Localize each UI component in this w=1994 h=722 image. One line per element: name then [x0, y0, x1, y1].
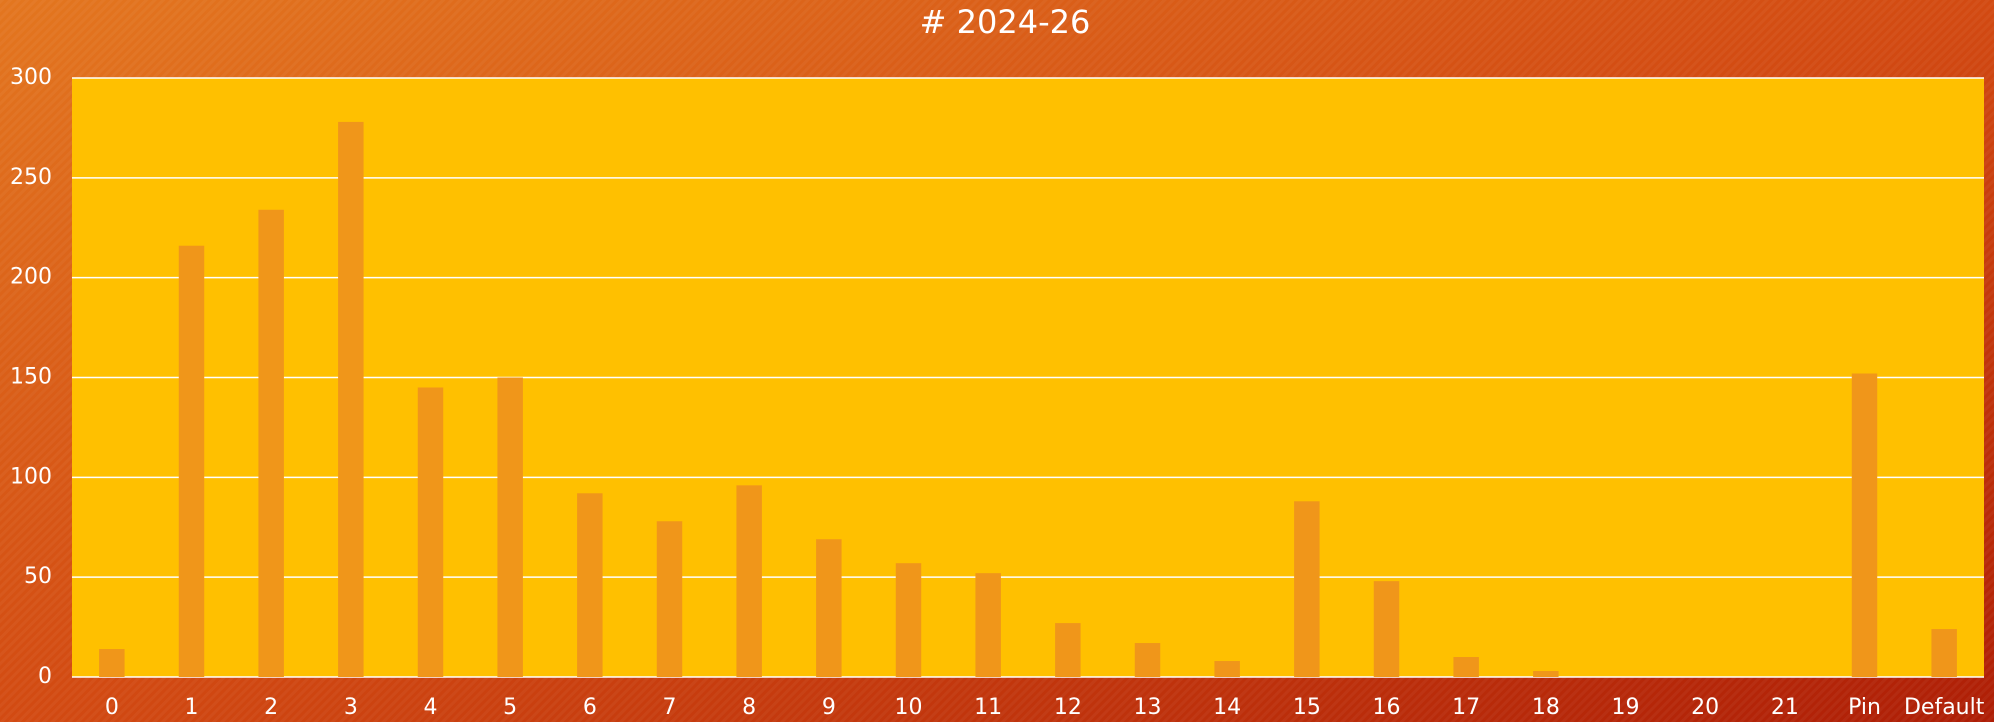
bar: [577, 493, 603, 677]
x-tick-label: 20: [1691, 695, 1719, 720]
x-tick-label: 18: [1532, 695, 1560, 720]
bar: [1214, 661, 1240, 677]
x-tick-label: 13: [1134, 695, 1162, 720]
x-tick-label: 2: [264, 695, 278, 720]
x-tick-label: 10: [895, 695, 923, 720]
x-tick-label: 7: [663, 695, 677, 720]
chart-title: # 2024-26: [920, 3, 1091, 41]
x-tick-label: 21: [1771, 695, 1799, 720]
x-tick-label: 6: [583, 695, 597, 720]
x-tick-label: 12: [1054, 695, 1082, 720]
bar: [1134, 643, 1161, 677]
bar: [258, 209, 284, 677]
bar: [497, 377, 523, 677]
x-tick-label: 1: [185, 695, 199, 720]
x-tick-label: 3: [344, 695, 358, 720]
x-tick-label: 17: [1452, 695, 1480, 720]
x-tick-label: 0: [105, 695, 119, 720]
x-tick-label: Default: [1904, 695, 1985, 720]
y-tick-label: 50: [24, 564, 52, 589]
bar: [417, 387, 444, 677]
x-tick-label: 11: [974, 695, 1002, 720]
y-tick-label: 200: [10, 265, 52, 290]
bar: [1373, 581, 1400, 677]
bar: [656, 521, 683, 677]
y-tick-label: 150: [10, 365, 52, 390]
y-tick-label: 0: [38, 664, 52, 689]
bar: [1453, 657, 1479, 677]
bar: [1851, 373, 1878, 677]
bar: [338, 121, 364, 678]
x-tick-label: 5: [503, 695, 517, 720]
x-tick-label: 8: [742, 695, 756, 720]
bar: [1055, 623, 1081, 677]
bar: [1533, 671, 1559, 677]
bar: [178, 245, 205, 677]
bar: [895, 563, 922, 677]
bar: [99, 649, 125, 677]
x-tick-label: 9: [822, 695, 836, 720]
y-tick-label: 300: [10, 65, 52, 90]
x-tick-label: 15: [1293, 695, 1321, 720]
bar: [1931, 629, 1957, 677]
x-tick-label: 4: [424, 695, 438, 720]
x-tick-label: 19: [1612, 695, 1640, 720]
bar: [816, 539, 842, 677]
x-tick-label: Pin: [1848, 695, 1881, 720]
bar: [975, 573, 1001, 677]
y-tick-label: 250: [10, 165, 52, 190]
x-tick-label: 16: [1373, 695, 1401, 720]
bar: [1294, 501, 1320, 677]
bar: [736, 485, 762, 677]
y-tick-label: 100: [10, 464, 52, 489]
x-tick-label: 14: [1213, 695, 1241, 720]
